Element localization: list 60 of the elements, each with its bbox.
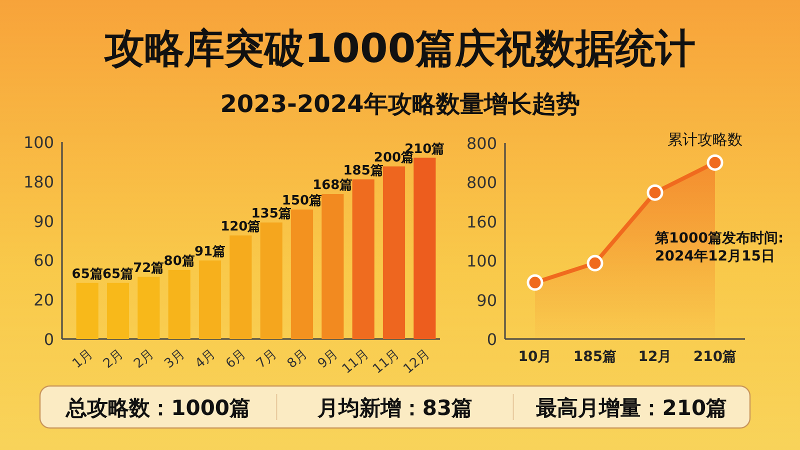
data-label: 185篇: [343, 163, 384, 178]
point: [586, 254, 604, 272]
x-tick-label: 2月: [100, 346, 127, 372]
text: 90: [34, 212, 54, 231]
x-tick-label: 2月: [131, 346, 158, 372]
data-label: 65篇: [72, 266, 103, 282]
text: 160: [466, 212, 497, 232]
data-label: 80篇: [164, 254, 195, 269]
bar: [76, 282, 98, 339]
bar: [290, 210, 314, 339]
data-label: 135篇: [251, 206, 292, 222]
bar: [138, 276, 160, 339]
text: 最高月增量：210篇: [535, 396, 728, 420]
text: 0: [486, 330, 497, 349]
bar: [168, 270, 190, 339]
bar: [382, 166, 406, 339]
text: 总攻略数：1000篇: [65, 396, 251, 420]
chart-title: 攻略库突破1000篇庆祝数据统计: [103, 26, 696, 72]
x-tick-label: 210篇: [693, 349, 737, 365]
point: [646, 184, 664, 201]
chart-subtitle: 2023-2024年攻略数量增长趋势: [220, 90, 580, 118]
x-tick-label: 6月: [223, 346, 250, 372]
bar: [260, 222, 282, 339]
x-tick-label: 11月: [340, 346, 372, 378]
x-tick-label: 4月: [192, 346, 219, 372]
x-tick-label: 12月: [638, 349, 672, 365]
x-tick-label: 9月: [315, 346, 342, 372]
text: 100: [466, 252, 497, 271]
point: [526, 274, 544, 291]
text: 100: [23, 133, 54, 152]
annotation: 第1000篇发布时间: 2024年12月15日: [654, 230, 784, 265]
text: 月均新增：83篇: [316, 396, 473, 420]
bar: [230, 235, 252, 339]
x-tick-label: 7月: [254, 346, 280, 372]
bar: [322, 194, 344, 339]
data-label: 168篇: [312, 178, 353, 194]
point: [706, 154, 724, 171]
x-tick-label: 12月: [400, 346, 434, 378]
text: 20: [34, 290, 54, 310]
bar: [106, 282, 130, 339]
bar: [198, 260, 222, 339]
data-label: 91篇: [194, 244, 226, 260]
bar: [352, 179, 374, 339]
bar: [414, 158, 436, 339]
x-tick-label: 8月: [284, 346, 311, 372]
data-label: 65篇: [102, 266, 134, 282]
data-label: 120篇: [220, 219, 261, 234]
text: 800: [466, 173, 497, 192]
series-label: 累计攻略数: [668, 130, 742, 149]
x-tick-label: 10月: [518, 349, 552, 365]
x-tick-label: 11月: [370, 346, 403, 378]
text: 90: [476, 290, 497, 310]
text: 180: [23, 172, 54, 192]
x-tick-label: 185篇: [573, 349, 617, 365]
data-label: 72篇: [133, 260, 164, 276]
text: 0: [44, 330, 54, 349]
text: 800: [466, 134, 497, 153]
text: 60: [34, 251, 54, 270]
x-tick-label: 1月: [70, 346, 96, 372]
x-tick-label: 3月: [162, 346, 188, 372]
